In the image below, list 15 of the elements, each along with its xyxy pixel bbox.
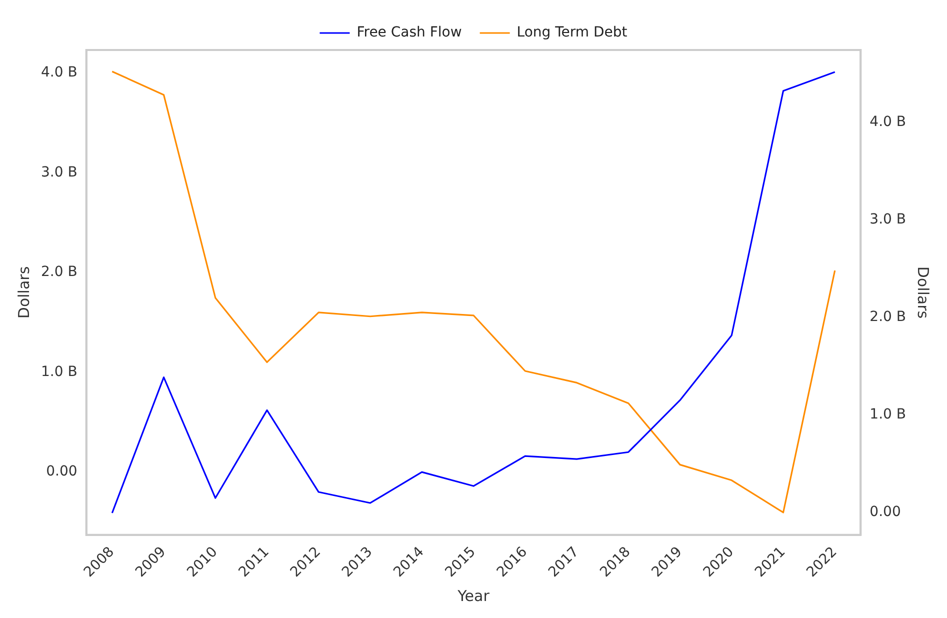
y-tick-label: 4.0 B xyxy=(40,64,78,81)
y2-tick-label: 1.0 B xyxy=(870,406,906,423)
y-tick-label: 0.00 xyxy=(46,464,78,480)
y2-tick-label: 2.0 B xyxy=(870,308,906,325)
y-axis-title: Dollars xyxy=(14,266,33,319)
y-tick-label: 3.0 B xyxy=(40,164,78,180)
legend-label: Free Cash Flow xyxy=(356,24,462,41)
x-axis-title: Year xyxy=(456,586,490,605)
y2-tick-label: 3.0 B xyxy=(870,211,906,228)
y-tick-label: 2.0 B xyxy=(40,264,78,280)
legend-label: Long Term Debt xyxy=(516,24,628,41)
y-tick-label: 1.0 B xyxy=(40,364,78,380)
y2-axis-title: Dollars xyxy=(914,266,932,319)
y2-tick-label: 0.00 xyxy=(870,504,901,520)
y2-tick-label: 4.0 B xyxy=(870,114,906,130)
